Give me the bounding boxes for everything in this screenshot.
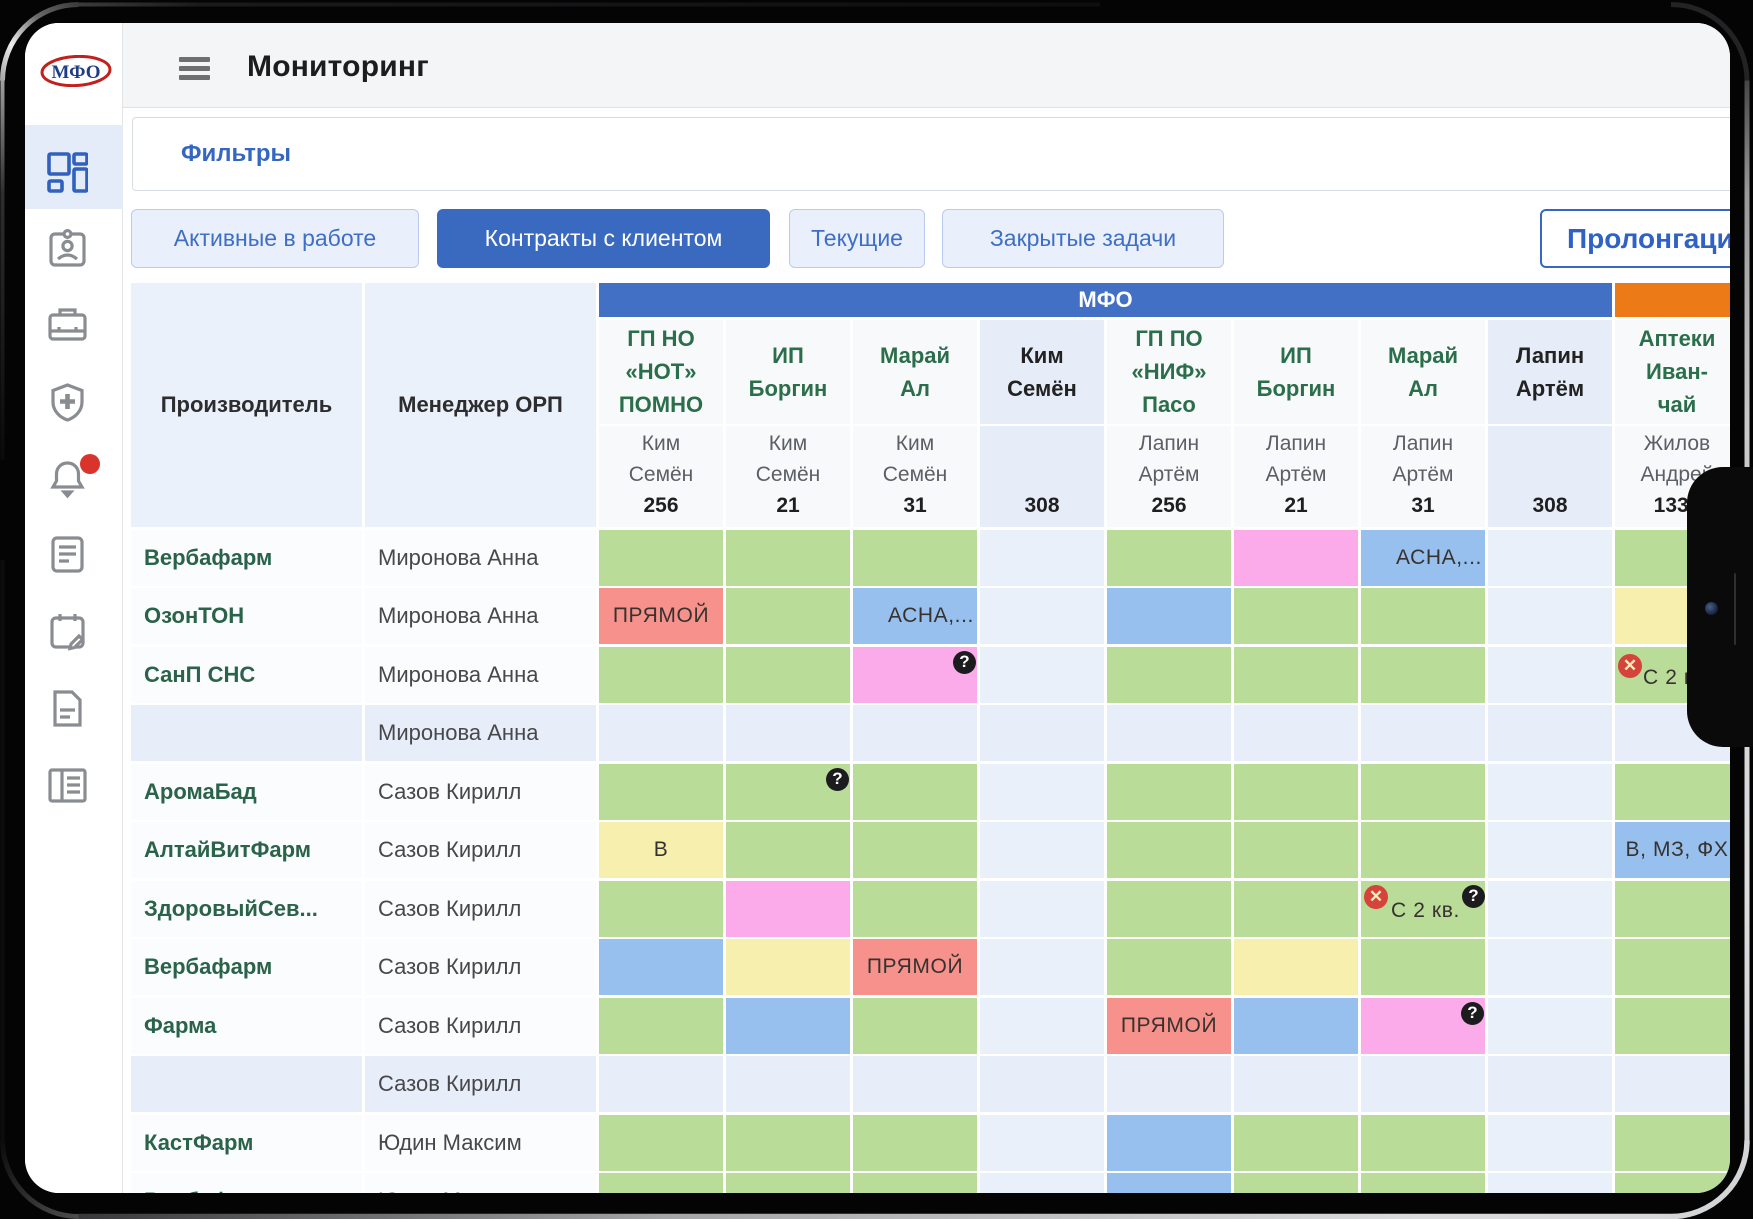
svg-text:МФО: МФО [51,62,100,83]
